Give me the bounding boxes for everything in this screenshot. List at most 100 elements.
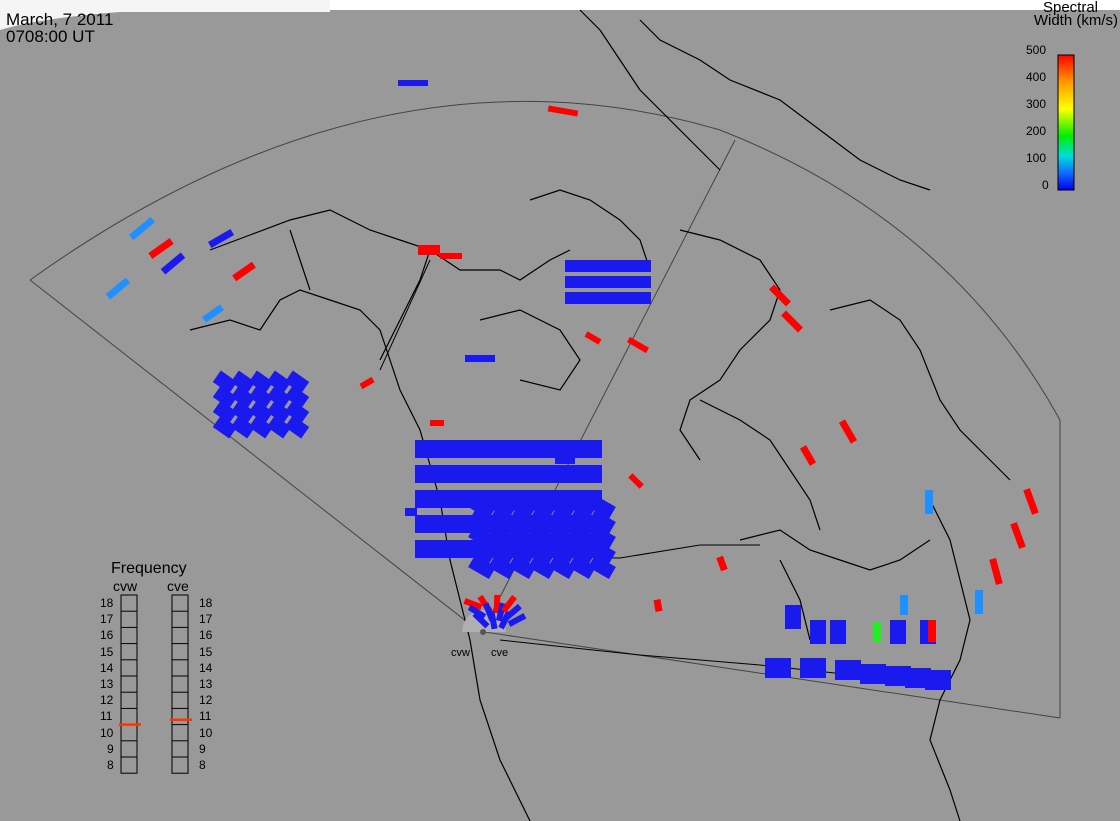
echo-cell xyxy=(528,509,556,535)
echo-cell xyxy=(588,494,616,520)
coastlines xyxy=(189,9,1011,821)
echo-cell xyxy=(465,355,495,362)
echo-cell xyxy=(568,509,596,535)
echo-cell xyxy=(838,419,858,444)
frequency-level-label: 11 xyxy=(100,709,113,724)
echo-cell xyxy=(230,415,256,439)
frequency-gauge-cvw xyxy=(120,594,138,774)
echo-cell xyxy=(430,420,444,426)
frequency-level-label: 8 xyxy=(107,758,114,772)
echo-cell xyxy=(626,336,650,354)
echo-cell xyxy=(1023,488,1039,515)
frequency-level-label: 18 xyxy=(199,596,213,610)
frequency-level-label: 18 xyxy=(100,596,114,610)
echo-cell xyxy=(160,252,186,275)
echo-cell xyxy=(716,555,728,572)
echo-cell xyxy=(635,292,651,304)
echo-cell xyxy=(212,370,238,394)
echo-cell xyxy=(501,595,517,613)
echo-cell xyxy=(105,277,131,300)
echo-cell xyxy=(799,445,817,466)
echo-cell xyxy=(201,304,225,323)
echo-cell xyxy=(621,276,637,288)
echo-cell xyxy=(607,276,623,288)
echo-cell xyxy=(468,539,496,565)
colorbar-tick-label: 100 xyxy=(1026,151,1047,165)
time-label: 0708:00 UT xyxy=(6,27,95,46)
echo-cell xyxy=(588,524,616,550)
frequency-level-label: 15 xyxy=(100,644,114,659)
frequency-level-label: 15 xyxy=(199,644,213,659)
station-label-cvw: cvw xyxy=(451,647,470,659)
frequency-gauges xyxy=(119,594,192,774)
echo-cell xyxy=(398,80,428,86)
frequency-level-label: 13 xyxy=(199,677,213,691)
echo-cell xyxy=(468,524,496,550)
echo-cell xyxy=(508,524,536,550)
echo-cell xyxy=(873,622,881,642)
echo-cell xyxy=(1010,522,1026,549)
colorbar-tick-label: 500 xyxy=(1026,43,1047,57)
echo-cell xyxy=(830,620,846,644)
echo-cell xyxy=(925,490,933,514)
frequency-level-label: 14 xyxy=(199,660,213,675)
echo-cell xyxy=(565,260,581,272)
colorbar-tick-label: 200 xyxy=(1026,124,1047,138)
echo-cell xyxy=(507,613,527,627)
echo-cell xyxy=(405,508,417,516)
echo-cell xyxy=(508,539,536,565)
echo-cell xyxy=(488,509,516,535)
echo-cell xyxy=(565,276,581,288)
echo-cell xyxy=(284,385,310,409)
colorbar-tick-label: 300 xyxy=(1026,97,1047,111)
echo-cell xyxy=(548,524,576,550)
echo-cell xyxy=(835,660,861,680)
echo-cell xyxy=(900,595,908,615)
echo-cell xyxy=(593,260,609,272)
echo-cell xyxy=(989,558,1003,585)
echo-cell xyxy=(468,554,496,580)
echo-cell xyxy=(488,494,516,520)
echo-cell xyxy=(248,415,274,439)
frequency-level-label: 17 xyxy=(100,612,114,627)
echo-cell xyxy=(266,415,292,439)
echo-cell xyxy=(565,292,581,304)
echo-cell xyxy=(359,376,375,390)
echo-cell xyxy=(593,276,609,288)
echo-cell xyxy=(488,539,516,565)
echo-cell xyxy=(493,594,501,614)
echo-cell xyxy=(593,292,609,304)
frequency-level-label: 13 xyxy=(100,677,114,691)
echo-cell xyxy=(528,539,556,565)
echo-cell xyxy=(653,598,663,613)
echo-cell xyxy=(284,370,310,394)
echo-cell xyxy=(248,385,274,409)
frequency-gauge-cve xyxy=(171,594,189,774)
echo-cell xyxy=(548,554,576,580)
echo-cell xyxy=(230,400,256,424)
colorbar-title-line1: Spectral xyxy=(1042,0,1098,16)
echo-cell xyxy=(212,415,238,439)
echo-cell xyxy=(148,238,174,259)
echo-cell xyxy=(588,509,616,535)
colorbar-tick-label: 0 xyxy=(1042,178,1049,192)
echo-cell xyxy=(472,611,490,629)
radar-echoes xyxy=(105,80,1039,690)
frequency-level-label: 16 xyxy=(100,628,114,643)
frequency-level-label: 11 xyxy=(199,709,212,724)
echo-cell xyxy=(508,494,536,520)
echo-cell xyxy=(468,509,496,535)
echo-cell xyxy=(580,465,602,483)
echo-cell xyxy=(266,385,292,409)
echo-cell xyxy=(584,331,602,345)
echo-cell xyxy=(488,524,516,550)
frequency-level-label: 9 xyxy=(107,741,114,756)
echo-cell xyxy=(548,494,576,520)
frequency-level-label: 16 xyxy=(199,628,213,643)
station-label-cve: cve xyxy=(491,647,509,659)
echo-cell xyxy=(440,253,462,259)
echo-cell xyxy=(810,620,826,644)
echo-cell xyxy=(508,509,536,535)
frequency-level-label: 17 xyxy=(199,612,213,627)
